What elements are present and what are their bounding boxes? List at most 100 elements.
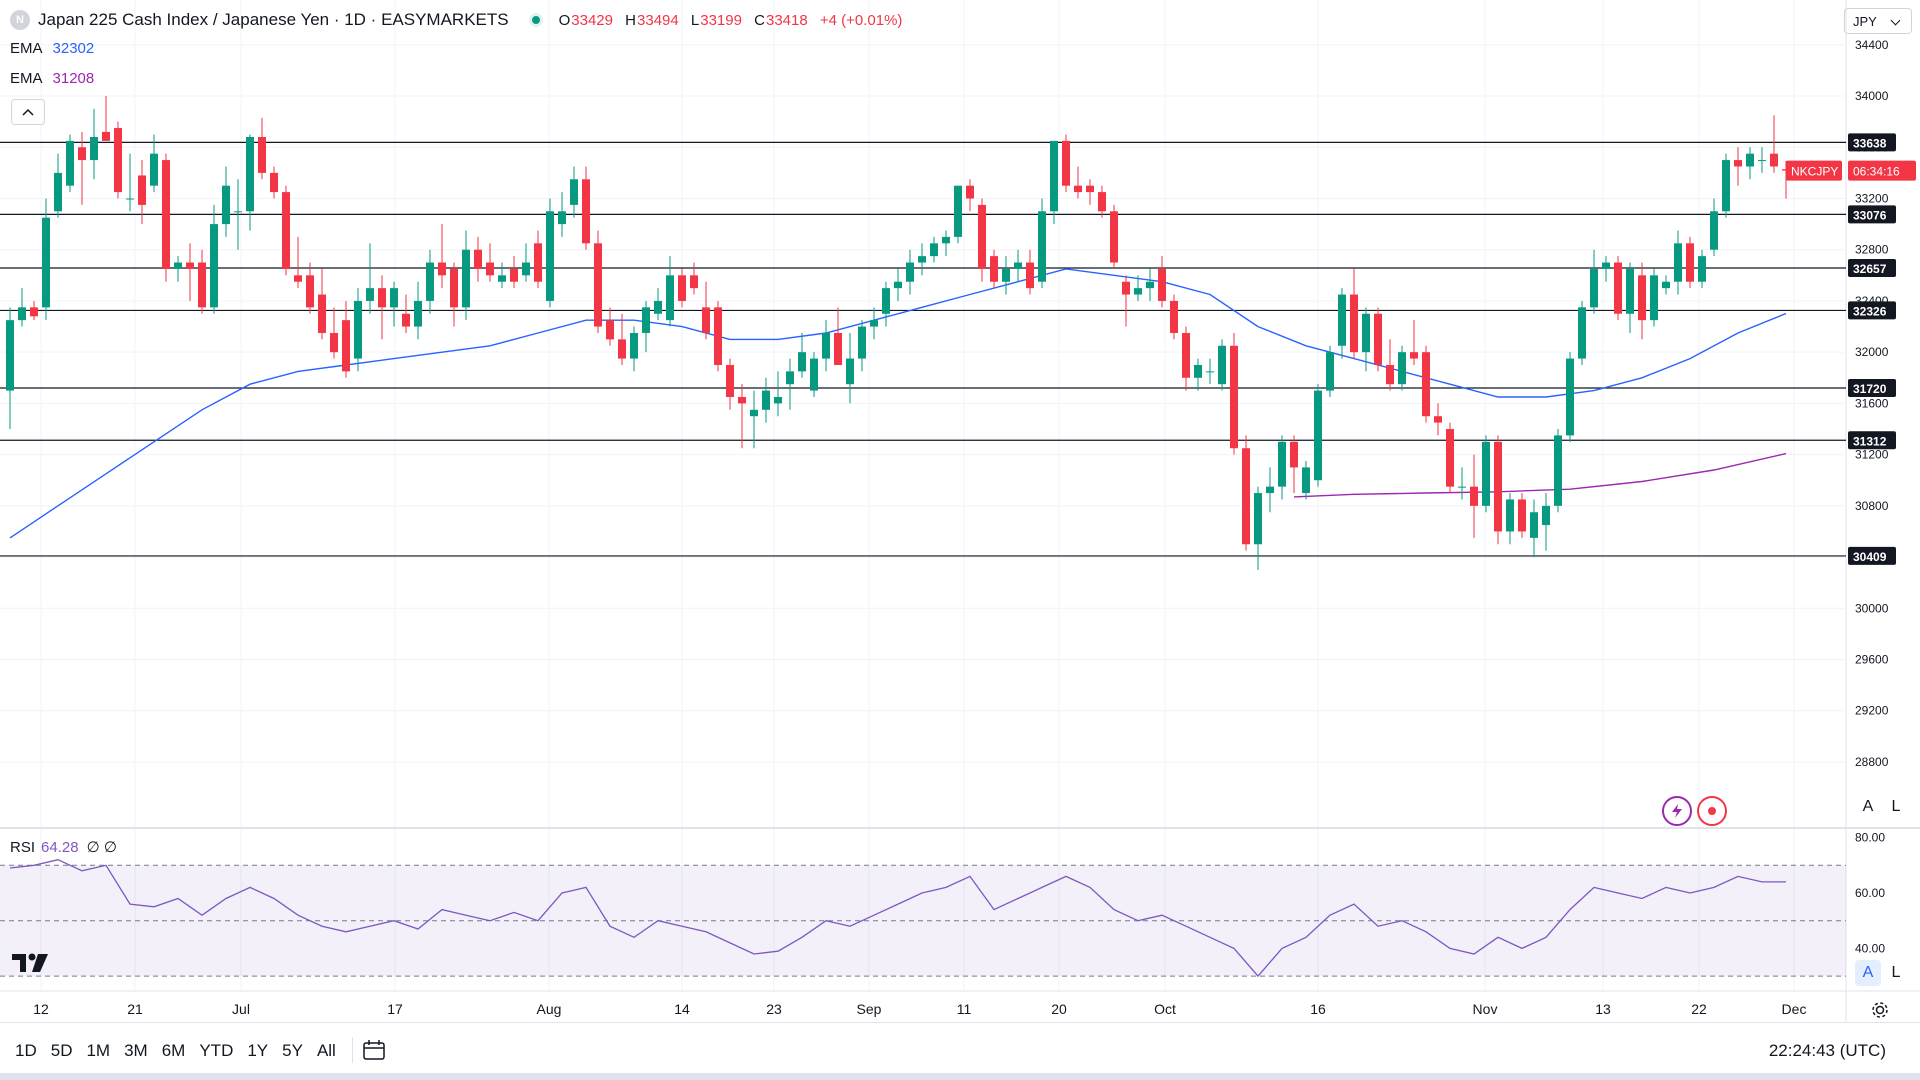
candle-body	[366, 288, 374, 301]
candle	[1014, 249, 1022, 282]
candle	[570, 166, 578, 218]
level-price-tag	[1848, 431, 1896, 450]
time-tick-label: 13	[1595, 1001, 1611, 1017]
candle	[1314, 384, 1322, 487]
rsi-log-scale-button[interactable]: L	[1891, 964, 1901, 981]
currency-selector[interactable]: JPY	[1844, 8, 1912, 34]
candle-body	[1578, 307, 1586, 359]
candle	[1770, 115, 1778, 173]
candle-body	[642, 307, 650, 333]
range-6m-button[interactable]: 6M	[161, 1041, 186, 1060]
candle-body	[1146, 281, 1154, 289]
range-buttons: 1D 5D 1M 3M 6M YTD 1Y 5Y All	[10, 1039, 341, 1063]
candle	[366, 243, 374, 314]
candle	[18, 288, 26, 327]
rsi-line	[9, 859, 1786, 978]
range-1m-button[interactable]: 1M	[86, 1041, 111, 1060]
candle	[1290, 435, 1298, 494]
candle	[846, 332, 854, 404]
candle-body	[30, 307, 38, 317]
candle	[462, 230, 470, 321]
candle	[1434, 403, 1442, 436]
candle-body	[198, 262, 206, 308]
candle-body	[1290, 441, 1298, 468]
range-5d-button[interactable]: 5D	[50, 1041, 73, 1060]
candle-body	[1434, 416, 1442, 423]
price-tick-label: 28800	[1855, 755, 1889, 769]
range-all-button[interactable]: All	[316, 1041, 336, 1060]
candle	[786, 358, 794, 410]
level-price-tag	[1848, 133, 1896, 152]
price-axis[interactable]: 3440034000336003320032800324003200031600…	[1786, 38, 1916, 956]
level-price-label: 32657	[1853, 262, 1887, 276]
symbol-title[interactable]: Japan 225 Cash Index / Japanese Yen · 1D…	[38, 10, 509, 29]
candle	[1506, 493, 1514, 545]
calendar-icon[interactable]	[362, 1039, 388, 1066]
candle-body	[1302, 467, 1310, 494]
candle-body	[1194, 364, 1202, 378]
candle	[906, 249, 914, 295]
level-price-label: 32326	[1853, 304, 1887, 318]
candle	[1662, 275, 1670, 295]
candle-body	[990, 256, 998, 282]
candle	[1170, 294, 1178, 340]
candle-body	[1326, 352, 1334, 391]
candle	[1062, 134, 1070, 193]
candle-body	[18, 307, 26, 321]
candle-body	[114, 128, 122, 193]
market-status-icon[interactable]	[528, 13, 543, 27]
candle-body	[1722, 160, 1730, 212]
ema-fast-line	[9, 268, 1787, 539]
price-tick-label: 33200	[1855, 191, 1889, 205]
candle	[630, 326, 638, 372]
candle	[678, 268, 686, 308]
candle	[306, 262, 314, 314]
range-1d-button[interactable]: 1D	[15, 1041, 37, 1060]
candle-body	[342, 320, 350, 372]
candle-body	[738, 396, 746, 404]
candle	[438, 224, 446, 289]
time-axis[interactable]: 12 21 Jul 17 Aug 14 23 Sep 11 20 Oct 16 Nov 13 22 Dec	[33, 1001, 1806, 1017]
record-icon[interactable]	[1697, 796, 1727, 826]
ema-slow-legend[interactable]: EMA 31208	[10, 70, 95, 87]
candle	[414, 281, 422, 340]
candle-body	[102, 131, 110, 141]
auto-scale-button[interactable]: A	[1862, 798, 1874, 815]
range-5y-button[interactable]: 5Y	[282, 1041, 303, 1060]
candle	[714, 300, 722, 372]
candle	[582, 166, 590, 250]
candle	[1278, 435, 1286, 500]
candle	[1026, 249, 1034, 295]
settings-gear-icon[interactable]	[1870, 1000, 1890, 1025]
candle	[162, 153, 170, 282]
candle-body	[294, 275, 302, 282]
log-scale-button[interactable]: L	[1891, 798, 1901, 815]
candle	[1554, 429, 1562, 513]
candle	[1422, 345, 1430, 423]
range-ytd-button[interactable]: YTD	[199, 1041, 234, 1060]
range-1y-button[interactable]: 1Y	[247, 1041, 269, 1060]
range-3m-button[interactable]: 3M	[124, 1041, 148, 1060]
candle-body	[54, 172, 62, 212]
candle-body	[834, 332, 842, 365]
candle	[246, 134, 254, 231]
rsi-legend[interactable]: RSI 64.28 ∅ ∅	[10, 839, 117, 856]
candle-body	[354, 300, 362, 359]
utc-clock[interactable]: 22:24:43 (UTC)	[1768, 1041, 1886, 1060]
candle	[186, 243, 194, 301]
candle	[558, 192, 566, 237]
tradingview-logo[interactable]	[12, 950, 52, 980]
lightning-icon[interactable]	[1662, 796, 1692, 826]
ema-fast-legend[interactable]: EMA 32302	[10, 40, 95, 57]
candle	[1518, 493, 1526, 538]
candle-body	[462, 249, 470, 308]
rsi-auto-scale-button[interactable]: A	[1855, 960, 1881, 986]
level-price-tag	[1848, 205, 1896, 224]
candle-body	[1494, 441, 1502, 532]
symbol-tag-label: NKCJPY	[1791, 165, 1838, 179]
candle	[1674, 230, 1682, 295]
collapse-legend-button[interactable]	[11, 99, 45, 125]
candle	[726, 358, 734, 410]
candle-body	[1482, 441, 1490, 506]
